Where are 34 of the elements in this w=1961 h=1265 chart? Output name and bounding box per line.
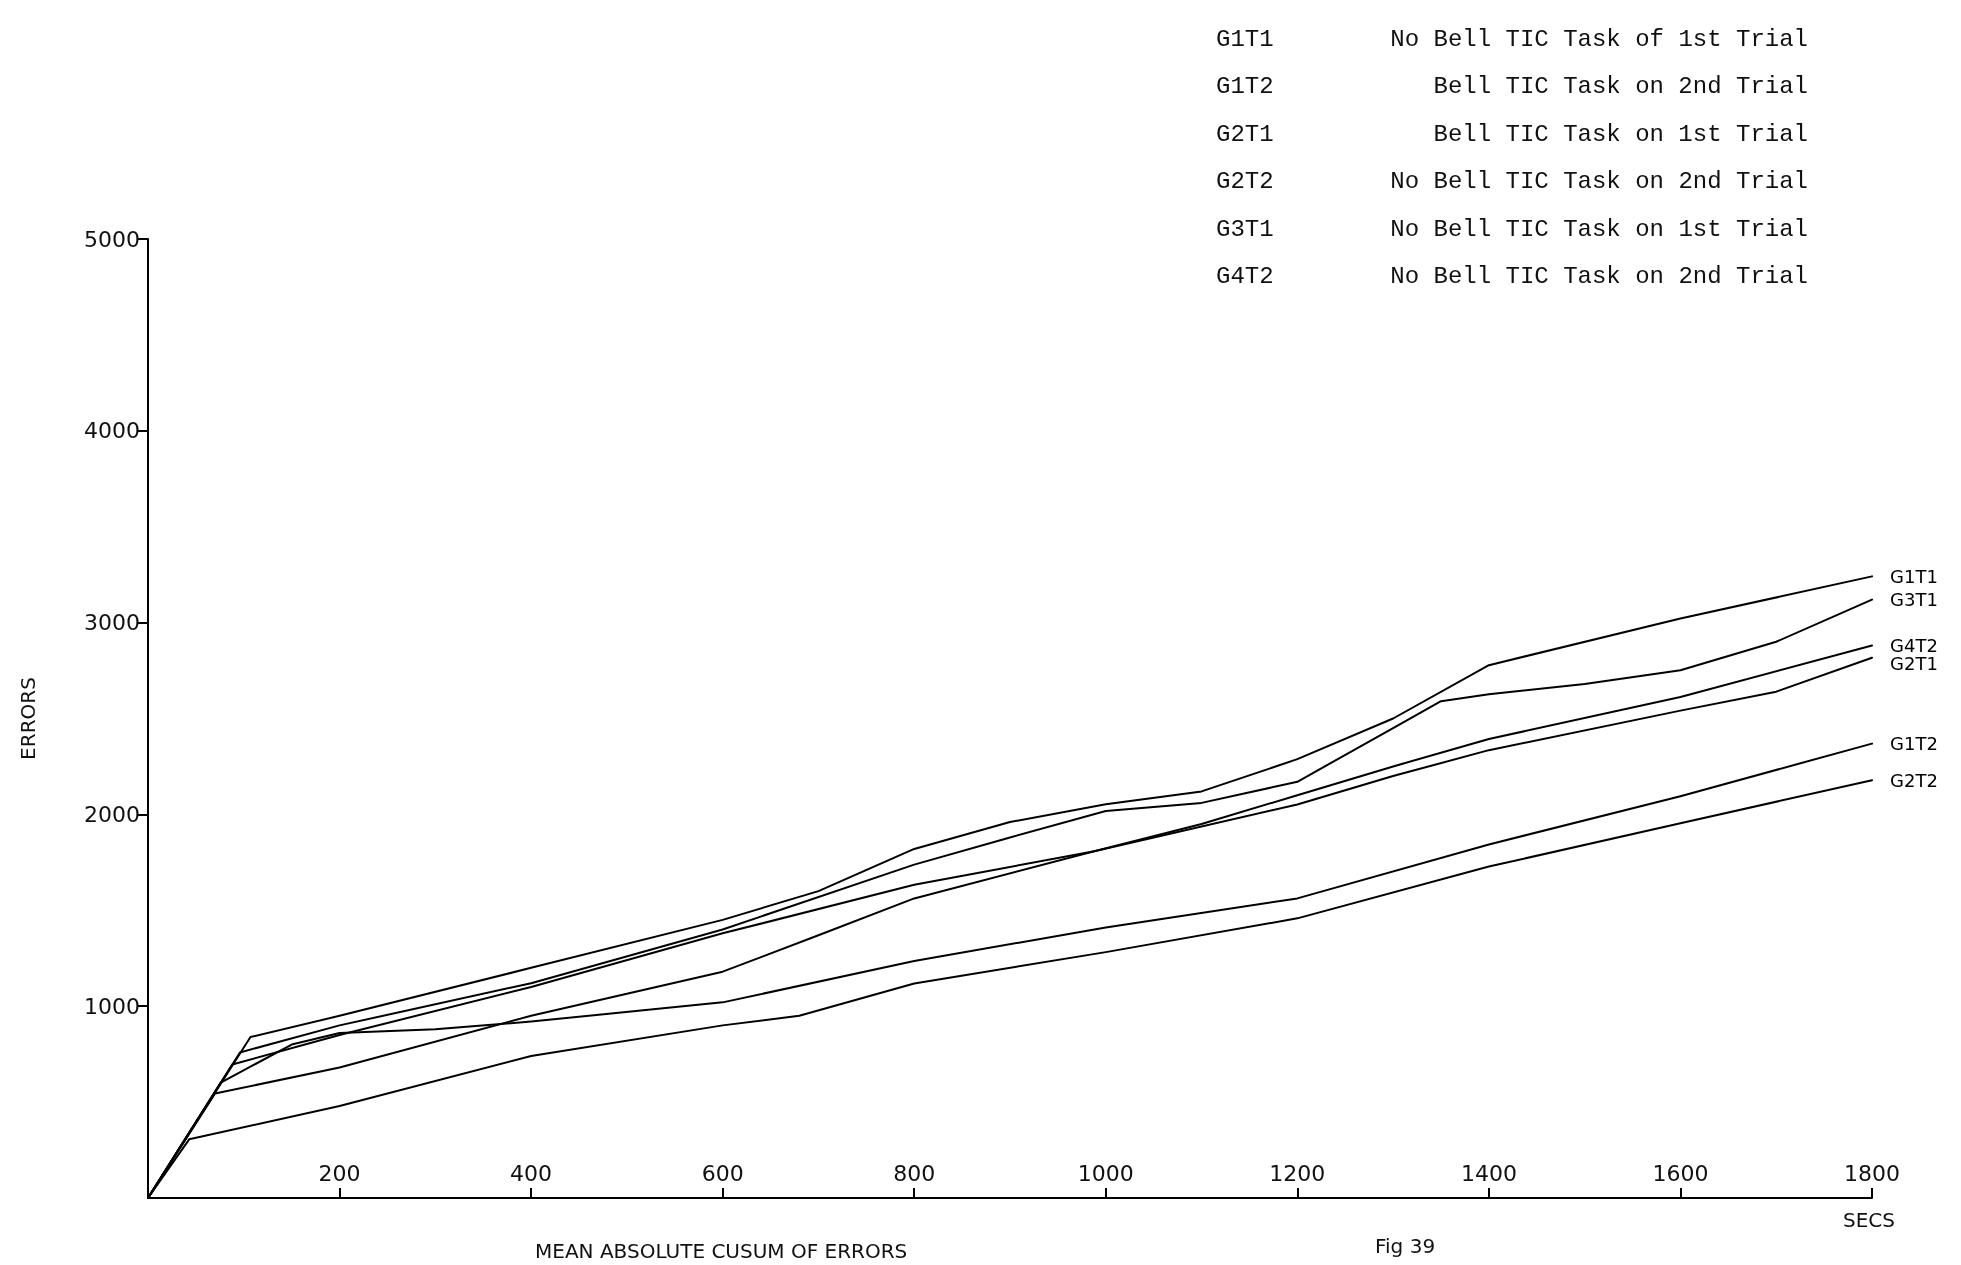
caption: Fig 39 <box>1375 1234 1436 1258</box>
x-tick-label: 1600 <box>1652 1160 1709 1186</box>
y-tick-label: 5000 <box>84 226 140 252</box>
series-label: G2T2 <box>1890 769 1938 791</box>
series-label: G1T2 <box>1890 733 1938 755</box>
text: G1T2 <box>1216 73 1274 100</box>
annotation: No Bell TIC Task on 2nd Trial <box>1390 263 1808 290</box>
text: No Bell TIC Task on 2nd Trial <box>1390 168 1808 195</box>
text: Bell TIC Task on 1st Trial <box>1433 120 1808 148</box>
annotation: No Bell TIC Task on 1st Trial <box>1390 215 1808 243</box>
series-label: G3T1 <box>1890 589 1938 611</box>
text: Bell TIC Task on 2nd Trial <box>1433 73 1808 100</box>
x-tick-label: 600 <box>701 1160 744 1186</box>
series-label: G1T1 <box>1890 565 1938 587</box>
y-tick-label: 3000 <box>84 610 140 636</box>
text: No Bell TIC Task of 1st Trial <box>1390 25 1808 53</box>
y-tick-label: 2000 <box>84 801 140 827</box>
text: G1T1 <box>1216 25 1274 53</box>
x-tick-label: 200 <box>318 1160 361 1186</box>
y-tick-label: 4000 <box>84 418 140 444</box>
text: G2T2 <box>1216 168 1274 195</box>
x-tick-label: 1800 <box>1844 1160 1900 1186</box>
x-tick-label: 800 <box>893 1160 936 1186</box>
annotation: G3T1 <box>1216 215 1274 243</box>
text: G2T1 <box>1216 120 1274 148</box>
y-axis-title: ERRORS <box>16 677 40 760</box>
y-tick-label: 1000 <box>84 993 140 1019</box>
x-tick-label: 1400 <box>1460 1160 1517 1186</box>
x-axis-title: SECS <box>1843 1208 1895 1232</box>
x-tick-label: 400 <box>510 1160 553 1186</box>
text: MEAN ABSOLUTE CUSUM OF ERRORS <box>535 1239 908 1263</box>
x-tick-label: 1200 <box>1269 1160 1326 1186</box>
x-tick-label: 1000 <box>1077 1160 1134 1186</box>
annotation: G4T2 <box>1216 263 1274 290</box>
